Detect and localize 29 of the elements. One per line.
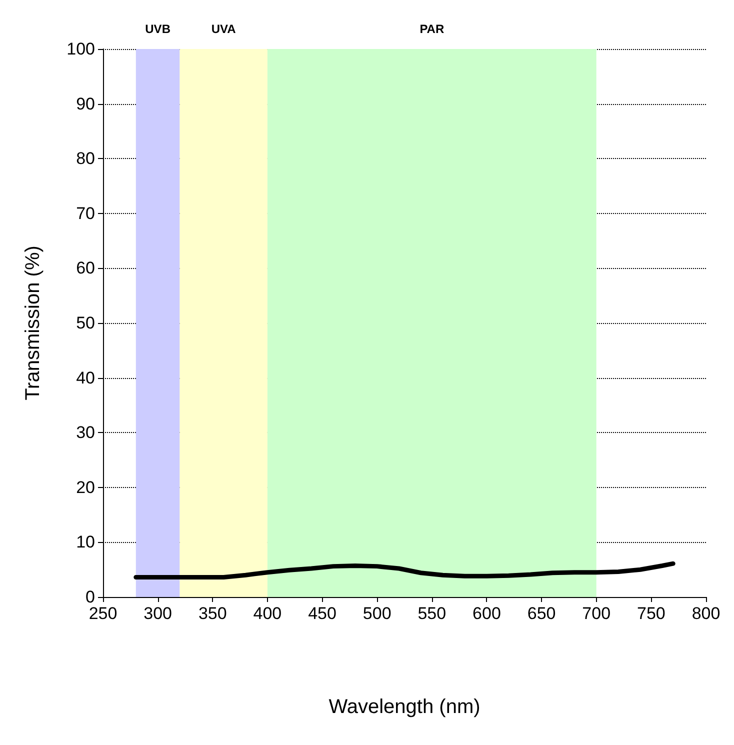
x-tick-label: 800 (692, 604, 720, 623)
y-tick-label: 90 (76, 94, 95, 114)
y-tick-label: 50 (76, 314, 95, 332)
x-axis-title: Wavelength (nm) (328, 696, 480, 718)
y-tick-label: 70 (76, 204, 95, 223)
x-tick-label: 450 (308, 604, 336, 623)
y-tick-label: 40 (76, 368, 95, 388)
x-tick-label: 300 (144, 604, 172, 623)
y-tick-label: 30 (76, 423, 95, 442)
x-tick-label: 350 (198, 604, 227, 623)
y-axis-title: Transmission (%) (22, 246, 44, 400)
x-tick-label: 650 (527, 604, 556, 623)
band-label: PAR (420, 22, 444, 36)
x-tick-label: 250 (88, 604, 118, 623)
x-tick-label: 500 (362, 604, 392, 623)
x-tick-label: 550 (418, 604, 446, 623)
x-tick-label: 700 (582, 604, 611, 623)
y-tick-label: 100 (66, 40, 95, 58)
y-tick-label: 0 (86, 588, 95, 606)
y-tick-label: 20 (76, 478, 95, 497)
y-tick-label: 80 (76, 149, 95, 168)
y-tick-label: 10 (76, 532, 95, 552)
x-tick-label: 400 (253, 604, 282, 623)
line-series (134, 561, 676, 580)
band-label: UVB (145, 22, 171, 36)
band-label: UVA (211, 22, 236, 36)
x-tick-label: 750 (636, 604, 666, 623)
x-tick-label: 600 (472, 604, 501, 623)
y-tick-label: 60 (76, 258, 95, 278)
